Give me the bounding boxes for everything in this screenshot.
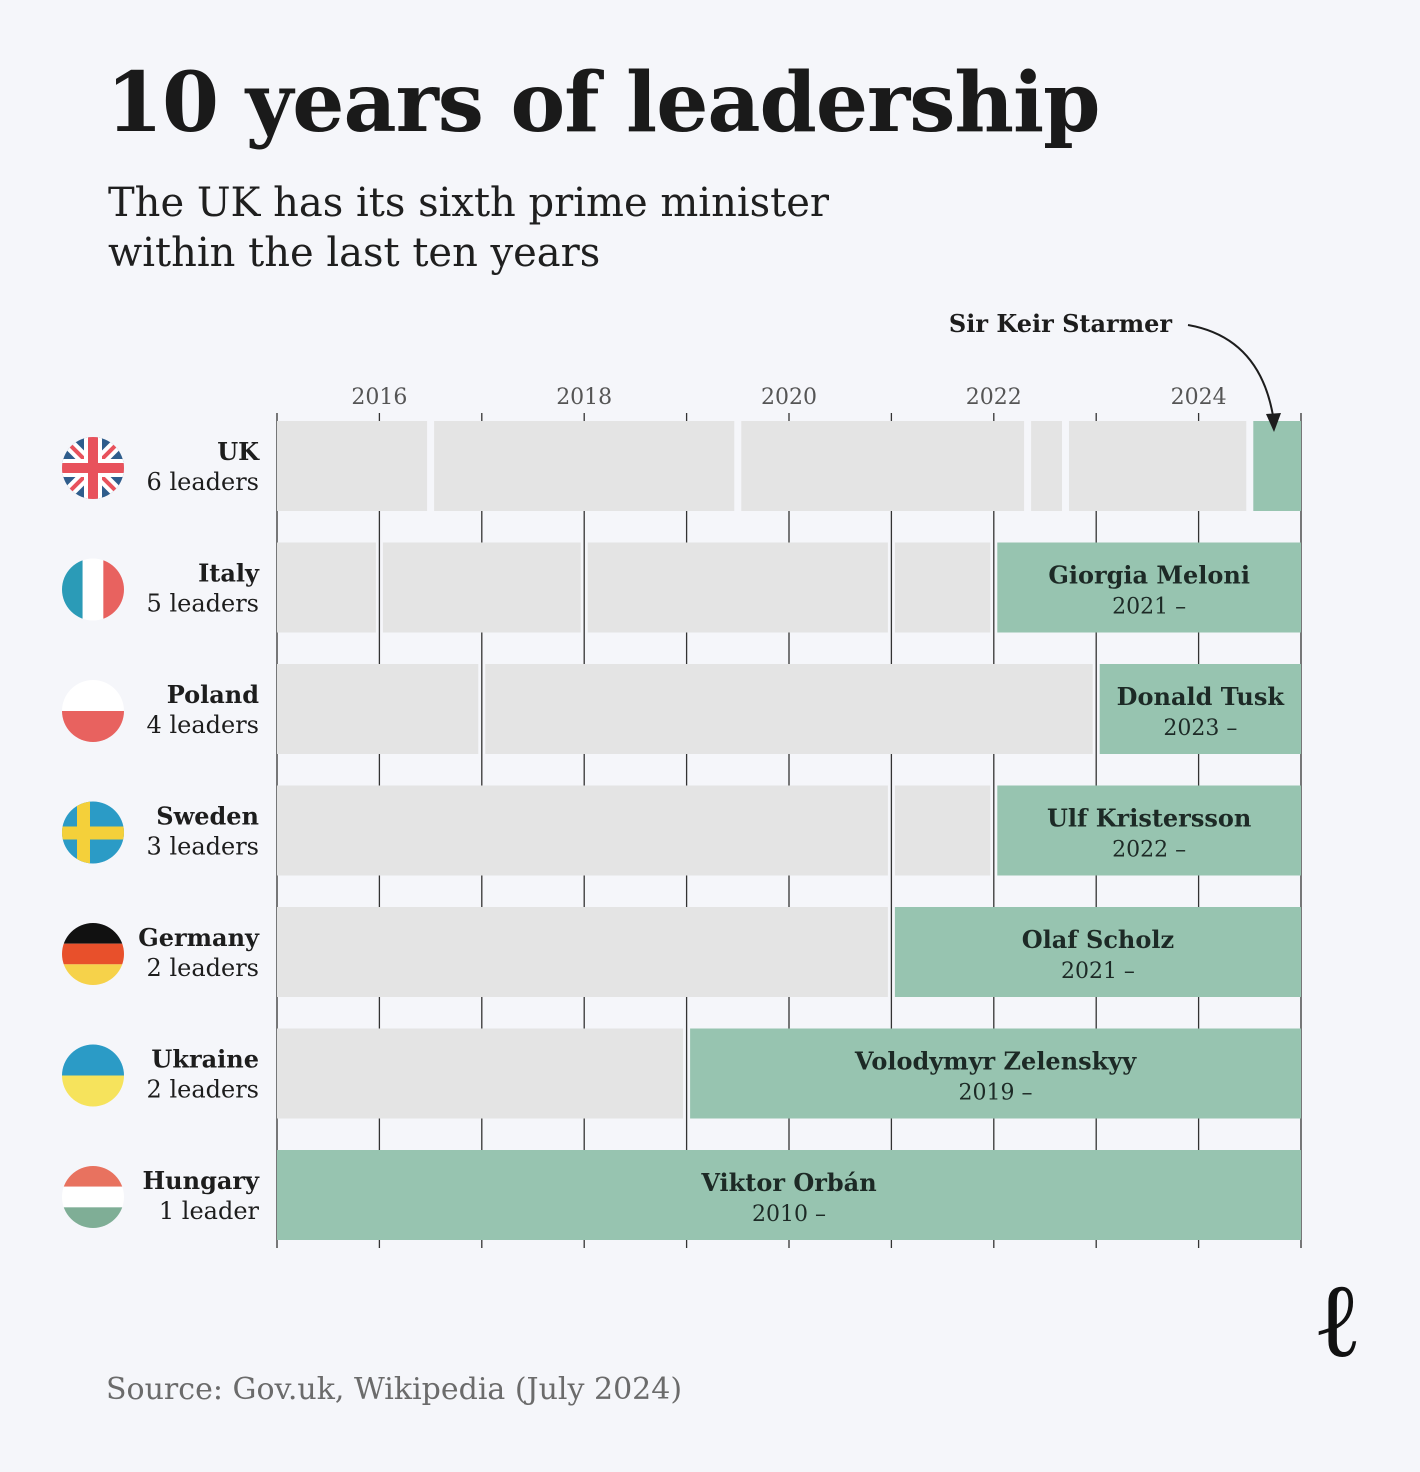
x-tick-label: 2016 [351,385,407,410]
current-term-bar [894,907,1301,997]
current-leader-name: Volodymyr Zelenskyy [854,1047,1137,1076]
callout-arrow-line [1187,324,1275,423]
hungary-flag [62,1166,124,1228]
current-term-bar [277,1150,1301,1240]
row-country-label: Sweden [156,802,259,831]
row-leader-count: 4 leaders [147,711,259,739]
past-term-bar [485,664,1093,754]
current-leader-name: Giorgia Meloni [1048,561,1250,590]
poland-flag [62,680,124,742]
ukraine-flag [62,1044,124,1107]
row-leader-count: 1 leader [159,1197,260,1225]
past-term-bar [1031,421,1062,511]
past-term-bar [894,542,991,633]
current-leader-since: 2022 – [1112,838,1186,863]
current-leader-since: 2010 – [752,1202,826,1227]
current-leader-name: Ulf Kristersson [1047,804,1251,833]
current-leader-since: 2021 – [1061,959,1135,984]
current-leader-since: 2019 – [959,1081,1033,1106]
row-country-label: Ukraine [151,1045,259,1074]
current-term-bar [997,542,1301,633]
current-leader-since: 2023 – [1163,716,1237,741]
row-country-label: UK [217,437,260,466]
x-tick-label: 2020 [761,385,817,410]
x-tick-label: 2022 [966,385,1022,410]
row-country-label: Italy [198,559,260,588]
germany-flag [62,923,124,985]
chart-subtitle: The UK has its sixth prime minister with… [108,180,830,276]
current-term-bar [1099,664,1301,754]
row-leader-count: 2 leaders [147,1076,259,1104]
past-term-bar [277,907,888,997]
sweden-flag [62,801,124,864]
uk-flag [62,437,124,499]
chart-title: 10 years of leadership [106,55,1100,151]
current-term-bar [690,1028,1301,1119]
past-term-bar [587,542,888,633]
row-leader-count: 3 leaders [147,833,259,861]
row-country-label: Poland [167,680,260,709]
current-leader-name: Olaf Scholz [1022,925,1174,954]
row-leader-count: 5 leaders [147,590,259,618]
x-tick-label: 2024 [1171,385,1227,410]
callout-label: Sir Keir Starmer [949,309,1172,338]
current-leader-since: 2021 – [1112,595,1186,620]
x-tick-label: 2018 [556,385,612,410]
current-term-bar [997,785,1301,876]
italy-flag [62,558,124,621]
past-term-bar [277,664,479,754]
past-term-bar [894,785,991,876]
current-leader-name: Donald Tusk [1117,682,1286,711]
past-term-bar [434,421,735,511]
callout-arrowhead-icon [1266,413,1281,432]
source-note: Source: Gov.uk, Wikipedia (July 2024) [106,1372,683,1407]
row-leader-count: 2 leaders [147,954,259,982]
row-leader-count: 6 leaders [147,468,259,496]
past-term-bar [277,542,376,633]
past-term-bar [382,542,581,633]
row-country-label: Hungary [143,1166,261,1195]
past-term-bar [277,1028,684,1119]
past-term-bar [277,785,888,876]
row-country-label: Germany [138,923,260,952]
brand-logo: ℓ [1318,1258,1357,1381]
current-leader-name: Viktor Orbán [700,1168,876,1197]
past-term-bar [1068,421,1247,511]
past-term-bar [741,421,1025,511]
past-term-bar [277,421,428,511]
current-term-bar [1253,421,1301,511]
